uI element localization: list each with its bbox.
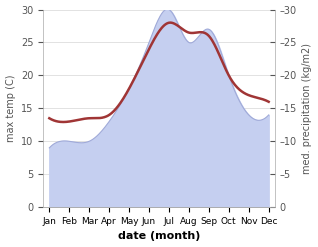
Y-axis label: max temp (C): max temp (C) <box>5 75 16 142</box>
Y-axis label: med. precipitation (kg/m2): med. precipitation (kg/m2) <box>302 43 313 174</box>
X-axis label: date (month): date (month) <box>118 231 200 242</box>
